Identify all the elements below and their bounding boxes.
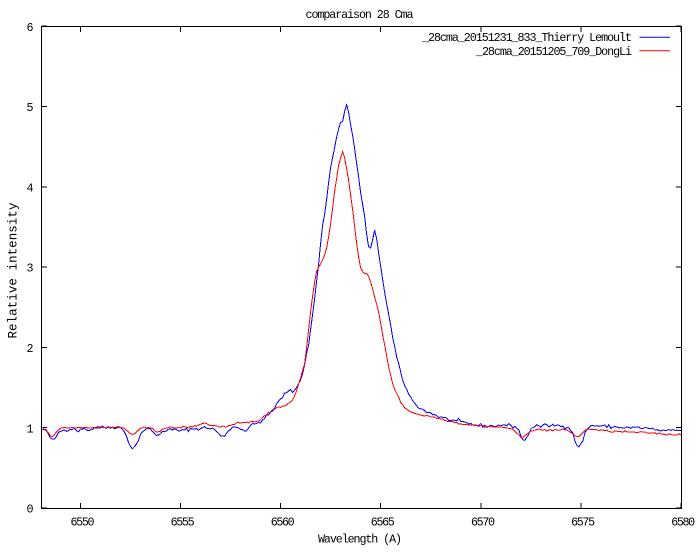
svg-text:6575: 6575 (571, 515, 595, 529)
svg-text:2: 2 (26, 342, 33, 356)
svg-text:5: 5 (26, 101, 33, 115)
svg-text:0: 0 (26, 503, 33, 517)
svg-text:Wavelength (A): Wavelength (A) (318, 533, 402, 547)
svg-text:6565: 6565 (371, 515, 395, 529)
svg-text:6: 6 (26, 21, 33, 35)
svg-text:_28cma_20151205_709_DongLi: _28cma_20151205_709_DongLi (475, 45, 632, 59)
svg-text:Relative intensity: Relative intensity (7, 202, 21, 338)
svg-text:comparaison 28 Cma: comparaison 28 Cma (306, 8, 414, 22)
svg-text:_28cma_20151231_833_Thierry Le: _28cma_20151231_833_Thierry Lemoult (421, 31, 632, 45)
svg-text:6550: 6550 (71, 515, 95, 529)
svg-text:6570: 6570 (471, 515, 495, 529)
svg-text:6555: 6555 (171, 515, 195, 529)
svg-text:6560: 6560 (271, 515, 295, 529)
svg-text:6580: 6580 (671, 515, 695, 529)
svg-text:1: 1 (26, 422, 33, 436)
svg-text:3: 3 (26, 262, 33, 276)
svg-text:4: 4 (26, 181, 33, 195)
